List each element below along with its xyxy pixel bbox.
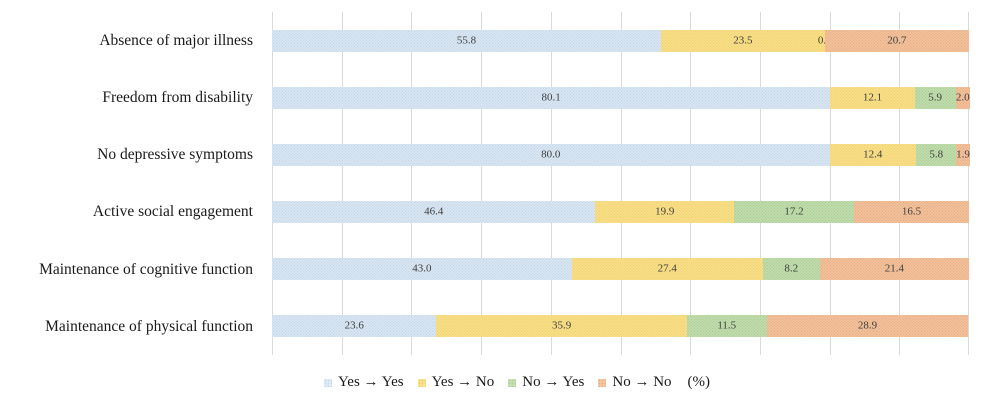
value-label: 27.4 [657, 262, 677, 275]
gridline [829, 12, 831, 355]
bar-segment: 2.0 [955, 86, 970, 109]
legend-label: Yes → Yes [337, 374, 404, 390]
value-label: 8.2 [784, 262, 799, 275]
stacked-bar: 46.4 19.9 17.2 16.5 [272, 201, 969, 224]
gridline [272, 12, 273, 355]
chart-row: No depressive symptoms 80.0 12.4 5.8 1.9 [97, 126, 970, 183]
stacked-bar: 80.0 12.4 5.8 1.9 [272, 143, 970, 166]
gridline [620, 12, 622, 355]
value-label: 12.4 [863, 148, 883, 161]
stacked-bar: 55.823.50.020.7 [272, 29, 969, 52]
legend-swatch [417, 378, 426, 387]
chart-row: Freedom from disability 80.1 12.1 5.9 2.0 [102, 69, 970, 126]
value-label: 16.5 [901, 205, 922, 218]
category-label: Maintenance of physical function [45, 317, 253, 335]
chart-row: Maintenance of physical function 23.6 35.9… [45, 298, 969, 355]
gridline [759, 12, 761, 355]
bar-segment: 12.1 [830, 86, 915, 109]
bar-segment: 80.0 [272, 143, 830, 166]
bar-segment: 80.1 [272, 86, 831, 109]
bar-rows: Absence of major illness55.823.50.020.7F… [39, 12, 970, 355]
bar-segment: 19.9 [595, 201, 735, 224]
bar-segment: 23.5 [660, 29, 825, 52]
legend-swatch [508, 378, 517, 387]
value-label: 23.6 [344, 319, 364, 332]
bar-segment: 1.9 [956, 143, 970, 166]
category-label: Absence of major illness [99, 31, 253, 49]
legend-item: No → No [598, 374, 672, 391]
bar-segment: 5.8 [916, 143, 957, 166]
plot-area: Absence of major illness55.823.50.020.7F… [39, 12, 970, 355]
gridline [899, 12, 901, 355]
legend-item: Yes → Yes [323, 374, 404, 391]
legend-label: No → Yes [522, 374, 585, 390]
bar-segment: 35.9 [436, 315, 687, 338]
bar-segment: 43.0 [272, 258, 572, 281]
bar-segment: 17.2 [734, 201, 854, 224]
category-label: Maintenance of cognitive function [39, 260, 253, 278]
gridline [550, 12, 552, 355]
value-label: 17.2 [784, 205, 804, 218]
legend-item: No → Yes [508, 374, 584, 391]
chart-row: Active social engagement 46.4 19.9 17.2 16.5 [93, 184, 969, 241]
value-label: 2.0 [955, 91, 970, 104]
bar-segment: 16.5 [853, 201, 969, 224]
value-label: 80.1 [541, 91, 561, 104]
stacked-bar: 43.0 27.4 8.2 21.4 [272, 258, 969, 281]
value-label: 12.1 [862, 91, 883, 104]
gridline [481, 12, 483, 355]
bar-segment: 21.4 [819, 258, 969, 281]
stacked-bar: 23.6 35.9 11.5 28.9 [272, 315, 969, 338]
value-label: 28.9 [857, 319, 878, 332]
gridline [341, 12, 343, 355]
value-label: 5.8 [929, 148, 944, 161]
value-label: 11.5 [717, 319, 737, 332]
bar-segment: 11.5 [686, 315, 767, 338]
value-label: 35.9 [551, 319, 572, 332]
value-label: 21.4 [884, 262, 905, 275]
value-label: 1.9 [956, 148, 970, 161]
category-label: Active social engagement [92, 203, 253, 221]
value-label: 19.9 [655, 205, 675, 218]
value-label: 20.7 [887, 34, 907, 47]
value-label: 5.9 [928, 91, 943, 104]
stacked-bar: 80.1 12.1 5.9 2.0 [272, 86, 970, 109]
bar-segment: 55.8 [272, 29, 661, 52]
value-label: 55.8 [456, 34, 477, 47]
bar-segment: 28.9 [766, 315, 969, 338]
gridline [968, 12, 969, 355]
bar-segment: 20.7 [824, 29, 969, 52]
legend-swatch [323, 378, 332, 387]
value-label: 80.0 [541, 148, 561, 161]
legend-item: Yes → No [417, 374, 495, 391]
value-label: 23.5 [733, 34, 753, 47]
legend-swatch [598, 378, 607, 387]
gridline [411, 12, 413, 355]
bar-segment: 5.9 [914, 86, 956, 109]
gridline [690, 12, 692, 355]
value-label: 46.4 [424, 205, 444, 218]
value-label: 43.0 [412, 262, 432, 275]
category-label: No depressive symptoms [97, 146, 253, 164]
bar-segment: 46.4 [272, 201, 596, 224]
gridlines [272, 12, 969, 355]
bar-segment: 27.4 [571, 258, 763, 281]
legend-label: Yes → No [431, 374, 495, 390]
category-label: Freedom from disability [102, 89, 253, 106]
legend-label: No → No [612, 374, 672, 390]
legend: Yes → Yes Yes → No No → Yes No → No (%) [0, 374, 988, 391]
bar-segment: 12.4 [829, 143, 917, 166]
bar-segment: 23.6 [272, 315, 437, 338]
legend-percent-suffix: (%) [687, 374, 711, 390]
bar-segment: 8.2 [762, 258, 820, 281]
chart-row: Maintenance of cognitive function 43.0 27.… [39, 241, 969, 298]
